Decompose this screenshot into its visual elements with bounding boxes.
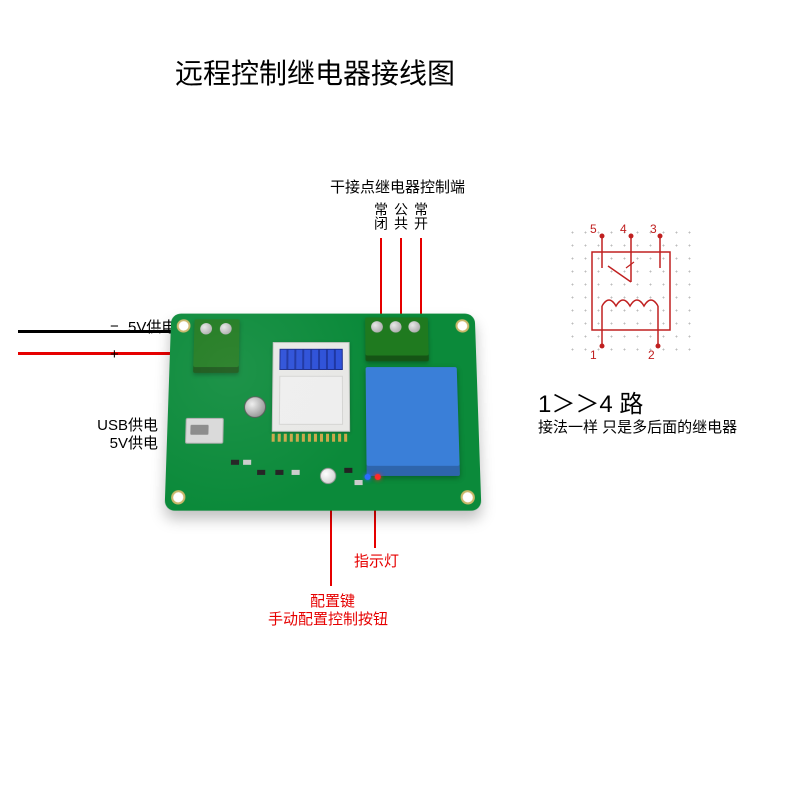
relay-schematic: 5 4 3 1 2 (556, 218, 706, 368)
smd (354, 480, 362, 485)
smd (344, 468, 352, 473)
smd (275, 470, 283, 475)
label-minus: − (110, 318, 119, 335)
label-led: 指示灯 (354, 550, 399, 571)
pin-3: 3 (650, 222, 657, 236)
label-nc: 常闭 (371, 202, 391, 230)
label-5v: 5V供电 (128, 316, 176, 337)
antenna-icon (279, 349, 342, 370)
wiring-note: 接法一样 只是多后面的继电器 (538, 416, 737, 437)
status-led-blue (365, 474, 371, 480)
relay-body (366, 367, 460, 476)
pin-1: 1 (590, 348, 597, 362)
relay-control-label: 干接点继电器控制端 (330, 176, 465, 197)
pin-5: 5 (590, 222, 597, 236)
mount-hole-br (460, 490, 475, 504)
chip-pins (272, 434, 351, 442)
status-led-red (375, 474, 381, 480)
capacitor (244, 396, 266, 418)
pcb-board (165, 314, 482, 511)
mount-hole-tr (455, 319, 469, 332)
label-usb-5v: 5V供电 (88, 432, 158, 453)
label-no: 常开 (411, 202, 431, 230)
smd (292, 470, 300, 475)
wire-relay-no (420, 238, 422, 316)
label-cfg-btn2: 手动配置控制按钮 (268, 608, 388, 629)
mount-hole-tl (177, 319, 191, 332)
pin-4: 4 (620, 222, 627, 236)
smd (257, 470, 265, 475)
usb-port (185, 418, 224, 444)
mount-hole-bl (171, 490, 186, 504)
smd (243, 460, 251, 465)
terminal-power (193, 319, 240, 373)
wire-relay-com (400, 238, 402, 316)
terminal-relay (365, 317, 429, 361)
wire-relay-nc (380, 238, 382, 316)
routes-label: 1＞＞4 路 (538, 384, 643, 419)
label-com: 公共 (391, 202, 411, 230)
smd (231, 460, 239, 465)
wifi-module (272, 342, 350, 432)
pin-2: 2 (648, 348, 655, 362)
label-plus: + (110, 346, 119, 363)
page-title: 远程控制继电器接线图 (175, 52, 455, 92)
config-button[interactable] (320, 468, 336, 484)
